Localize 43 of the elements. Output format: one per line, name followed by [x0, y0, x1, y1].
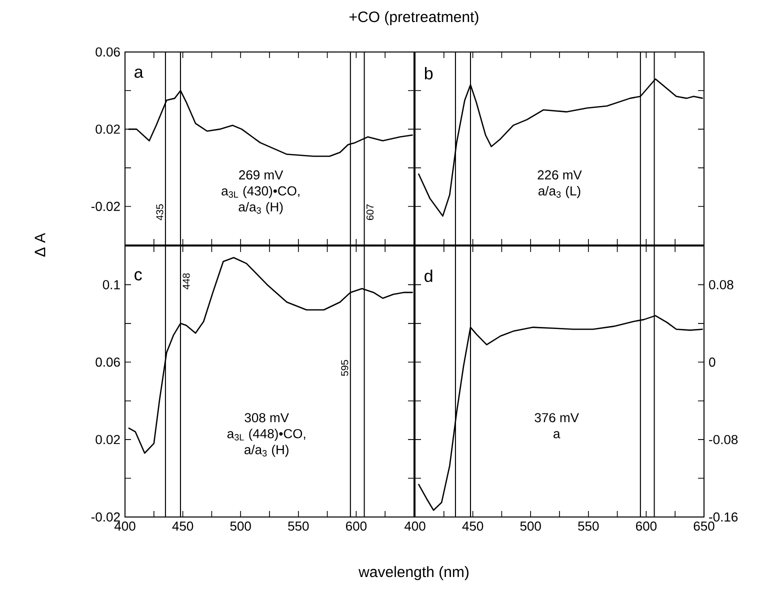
annotation: a/a$_{3}$ (H) [238, 202, 283, 214]
annotation: a [554, 431, 560, 438]
x-tick-label: 600 [346, 522, 367, 531]
x-tick-label: 600 [636, 522, 657, 531]
annotation: a$_{3L}$ (430)•CO, [222, 186, 300, 198]
annotation: 308 mV [244, 413, 289, 422]
y-tick-label: 0.02 [96, 434, 120, 444]
annotation: a/a$_{3}$ (H) [244, 444, 288, 457]
x-tick-label: 550 [578, 522, 599, 531]
x-tick-label: 400 [114, 522, 136, 531]
x-tick-label: 450 [462, 522, 484, 531]
x-tick-label: 450 [172, 522, 194, 531]
y-tick-label: -0.08 [709, 434, 738, 444]
annotation: b [424, 66, 433, 80]
chart-title: +CO (pretreatment) [350, 11, 478, 26]
y-tick-label: 0.1 [102, 280, 120, 290]
x-axis-title: wavelength (nm) [358, 566, 468, 580]
y-tick-label: 0.02 [96, 124, 120, 134]
y-tick-label: -0.16 [709, 512, 738, 522]
x-tick-label: 500 [230, 522, 251, 531]
annotation: 376 mV [534, 413, 579, 422]
y-tick-label: -0.02 [91, 512, 120, 522]
annotation: a$_{3L}$ (448)•CO, [227, 428, 306, 441]
x-tick-label: 400 [404, 522, 426, 531]
y-axis-title: Δ A [34, 232, 46, 257]
annotation: 269 mV [239, 170, 284, 180]
y-tick-label: 0.08 [709, 280, 734, 290]
y-tick-label: 0.06 [96, 47, 120, 57]
annotation: c [134, 271, 142, 280]
annotation: 226 mV [538, 170, 582, 180]
x-tick-label: 650 [694, 522, 714, 531]
ref-line-label: 607 [366, 204, 374, 220]
annotation: d [424, 270, 432, 282]
annotation: a [134, 68, 144, 78]
x-tick-label: 500 [520, 522, 541, 531]
x-tick-label: 550 [288, 522, 309, 531]
y-tick-label: -0.02 [91, 202, 120, 211]
ref-line-label: 448 [182, 273, 190, 290]
annotation: a/a$_{3}$ (L) [538, 186, 580, 198]
ref-line-label: 595 [341, 360, 348, 376]
y-tick-label: 0 [709, 358, 716, 367]
ref-line-label: 435 [156, 204, 164, 220]
y-tick-label: 0.06 [96, 358, 120, 367]
